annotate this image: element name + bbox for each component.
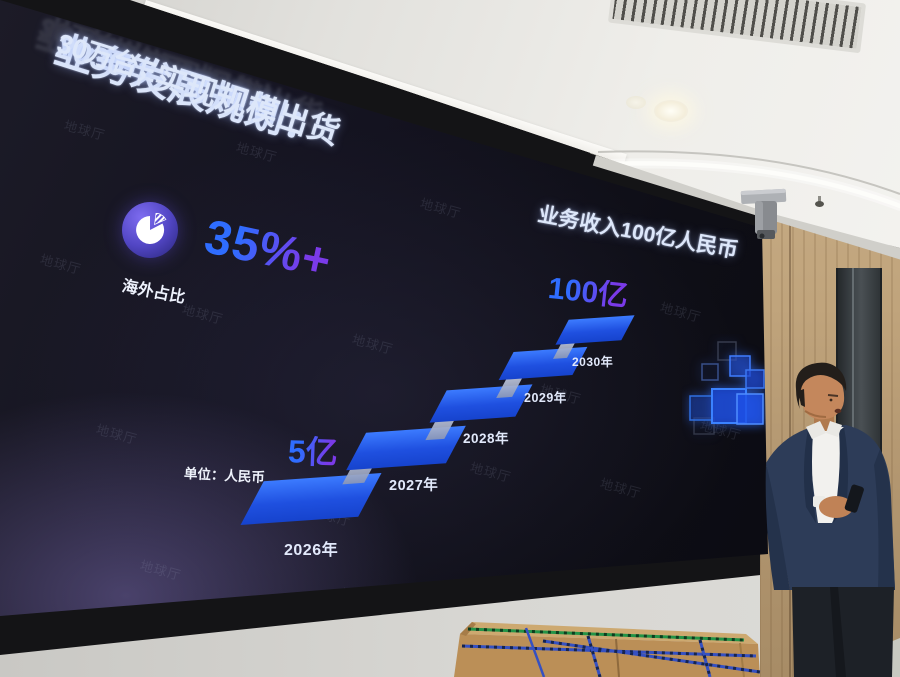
watermark: 地球厅 xyxy=(658,299,703,326)
bungee-cord-blue xyxy=(542,639,761,674)
presenter-hands xyxy=(819,496,853,518)
watermark: 地球厅 xyxy=(350,331,395,358)
overseas-ratio-label: 海外占比 xyxy=(120,278,187,307)
presenter-face xyxy=(799,367,845,420)
watermark: 地球厅 xyxy=(468,459,513,486)
downlight-icon xyxy=(626,96,646,109)
downlight-icon xyxy=(654,100,688,122)
watermark: 地球厅 xyxy=(138,557,183,584)
sprinkler-icon xyxy=(818,196,821,203)
presenter-clicker xyxy=(844,484,864,513)
watermark: 地球厅 xyxy=(94,421,139,448)
blue-cubes-graphic xyxy=(689,341,765,435)
cove-light-strip xyxy=(597,150,900,211)
chart-unit-label: 单位：人民币 xyxy=(183,465,266,486)
revenue-step xyxy=(346,425,466,471)
watermark: 地球厅 xyxy=(38,251,83,278)
year-label-2028: 2028年 xyxy=(463,431,510,446)
cardboard-box xyxy=(454,622,761,677)
bungee-cord-blue xyxy=(586,635,602,677)
sprinkler-icon xyxy=(815,201,824,207)
presenter-hair xyxy=(795,362,847,409)
title-segment: 业务收入100亿人民币 xyxy=(535,203,740,263)
value-label-100yi: 100亿 xyxy=(546,271,630,314)
overseas-ratio-value: 35%+ xyxy=(199,210,337,289)
watermark: 地球厅 xyxy=(338,585,383,612)
pie-chart-icon xyxy=(136,213,167,244)
year-label-2026: 2026年 xyxy=(284,542,339,559)
watermark: 地球厅 xyxy=(598,475,643,502)
year-label-2029: 2029年 xyxy=(524,391,567,405)
year-label-2030: 2030年 xyxy=(572,355,614,369)
presenter-trousers xyxy=(792,587,894,677)
watermark: 地球厅 xyxy=(62,117,107,144)
bungee-cord-blue xyxy=(698,639,712,677)
year-label-2027: 2027年 xyxy=(389,478,439,494)
box-front-face xyxy=(454,634,760,677)
ceiling-camera-icon xyxy=(740,188,787,239)
revenue-step xyxy=(555,315,635,345)
presenter xyxy=(765,362,895,677)
overseas-ratio-badge xyxy=(122,202,178,258)
bungee-cord-blue xyxy=(524,627,546,677)
revenue-step xyxy=(429,384,533,423)
watermark: 地球厅 xyxy=(234,139,279,166)
value-label-5yi: 5亿 xyxy=(287,433,339,471)
watermark: 地球厅 xyxy=(418,195,463,222)
watermark: 地球厅 xyxy=(180,301,225,328)
